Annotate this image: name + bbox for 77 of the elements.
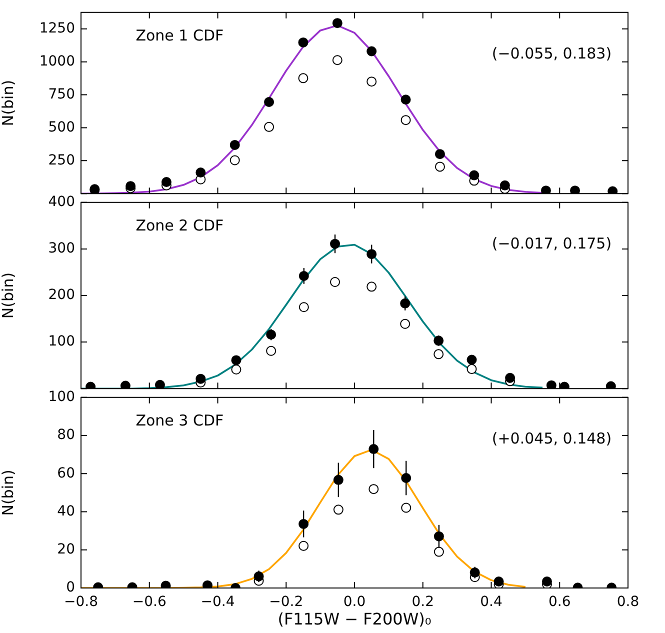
x-tick-label: −0.6 bbox=[132, 594, 166, 610]
point bbox=[332, 55, 342, 66]
x-tick-label: 0.2 bbox=[412, 594, 434, 610]
point bbox=[400, 94, 411, 105]
y-tick-label: 40 bbox=[57, 503, 75, 520]
y-tick-label: 300 bbox=[48, 240, 75, 257]
point bbox=[401, 502, 412, 513]
y-tick-label: 0 bbox=[66, 580, 75, 596]
point bbox=[161, 177, 172, 188]
point bbox=[332, 18, 342, 28]
point bbox=[333, 504, 344, 515]
x-tick-label: −0.2 bbox=[269, 594, 304, 610]
y-tick-label: 500 bbox=[48, 119, 75, 136]
y-tick-label: 400 bbox=[48, 194, 75, 210]
annotation: Zone 3 CDF bbox=[136, 411, 224, 430]
point bbox=[434, 546, 444, 557]
y-tick-label: 100 bbox=[48, 334, 75, 350]
x-tick-label: −0.4 bbox=[200, 594, 235, 610]
x-tick-label: 0.8 bbox=[616, 594, 640, 610]
x-tick-label: −0.8 bbox=[64, 594, 98, 610]
point bbox=[264, 122, 274, 132]
y-tick-label: 80 bbox=[57, 427, 75, 444]
point bbox=[366, 282, 377, 292]
point bbox=[366, 76, 377, 87]
x-axis-title: (F115W − F200W)₀ bbox=[278, 610, 432, 629]
point bbox=[298, 540, 309, 551]
y-tick-label: 1250 bbox=[39, 20, 75, 37]
y-tick-label: 1000 bbox=[39, 53, 75, 70]
point bbox=[330, 277, 340, 287]
y-tick-label: 20 bbox=[57, 542, 75, 558]
point bbox=[505, 372, 516, 383]
point bbox=[570, 186, 580, 194]
annotation: (−0.017, 0.175) bbox=[492, 234, 612, 252]
point bbox=[264, 97, 274, 108]
point bbox=[606, 381, 616, 389]
point bbox=[366, 46, 377, 56]
point bbox=[368, 484, 379, 494]
y-tick-label: 100 bbox=[48, 389, 75, 406]
x-tick-label: 0.4 bbox=[480, 594, 502, 610]
point bbox=[466, 364, 477, 374]
point bbox=[434, 336, 444, 346]
point bbox=[400, 318, 410, 329]
x-tick-label: 0.0 bbox=[343, 594, 366, 610]
point bbox=[298, 37, 308, 48]
point bbox=[231, 364, 242, 375]
point bbox=[540, 186, 551, 194]
point bbox=[542, 576, 552, 587]
point bbox=[400, 115, 411, 126]
point bbox=[230, 140, 240, 150]
point bbox=[608, 186, 618, 194]
point bbox=[196, 374, 206, 384]
y-tick-label: 750 bbox=[48, 86, 75, 102]
point bbox=[434, 162, 445, 172]
point bbox=[434, 149, 445, 160]
point bbox=[500, 180, 510, 190]
point bbox=[230, 155, 240, 166]
point bbox=[546, 380, 556, 389]
point bbox=[196, 168, 206, 178]
x-tick-label: 0.6 bbox=[548, 594, 571, 610]
y-tick-label: 60 bbox=[57, 465, 75, 482]
point bbox=[202, 580, 212, 588]
point bbox=[154, 380, 165, 389]
y-tick-label: 200 bbox=[48, 287, 75, 304]
point bbox=[469, 170, 480, 180]
y-axis-title: N(bin) bbox=[0, 272, 17, 319]
annotation: (+0.045, 0.148) bbox=[492, 429, 612, 448]
y-axis-title: N(bin) bbox=[0, 470, 17, 516]
point bbox=[266, 346, 276, 356]
y-tick-label: 250 bbox=[48, 152, 75, 168]
annotation: Zone 1 CDF bbox=[136, 26, 224, 44]
point bbox=[120, 380, 130, 389]
point bbox=[298, 73, 308, 84]
point bbox=[298, 302, 309, 312]
annotation: Zone 2 CDF bbox=[136, 216, 224, 234]
point bbox=[434, 349, 444, 360]
y-axis-title: N(bin) bbox=[0, 80, 17, 126]
annotation: (−0.055, 0.183) bbox=[492, 44, 612, 62]
